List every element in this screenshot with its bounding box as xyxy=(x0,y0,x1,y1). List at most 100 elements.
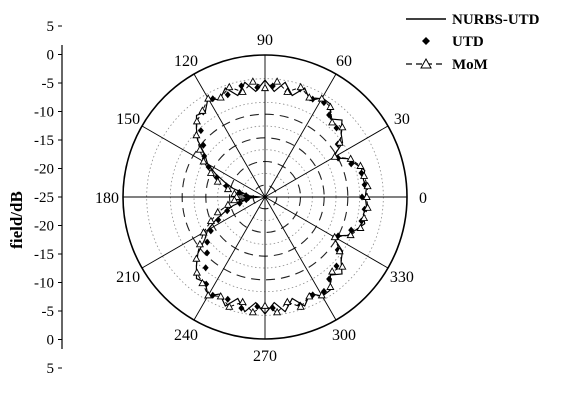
data-point-triangle xyxy=(248,77,257,85)
legend-swatch-mom-marker xyxy=(420,57,432,69)
data-point-diamond xyxy=(236,199,243,207)
data-point-triangle xyxy=(198,278,207,287)
angle-tick-label: 90 xyxy=(257,32,273,49)
data-point-triangle xyxy=(356,223,365,231)
radial-tick-label: 5 xyxy=(47,361,55,377)
data-point-diamond xyxy=(254,83,261,91)
data-point-triangle xyxy=(360,213,369,222)
radial-tick-label: -10 xyxy=(34,276,54,292)
radial-axis: 5 0 -5 -10 -15 -20 -25 -20 -15 -10 -5 0 5 xyxy=(34,19,63,377)
angle-tick-label: 210 xyxy=(116,269,140,286)
data-point-triangle xyxy=(195,239,204,248)
data-point-triangle xyxy=(192,268,201,276)
data-point-triangle xyxy=(363,203,372,211)
radial-tick-label: 5 xyxy=(47,19,55,35)
data-point-diamond xyxy=(204,249,211,257)
data-point-triangle xyxy=(305,93,314,101)
data-point-triangle xyxy=(206,216,216,225)
data-point-triangle xyxy=(296,302,305,310)
data-point-diamond xyxy=(326,111,333,119)
data-point-diamond xyxy=(243,196,250,204)
data-point-diamond xyxy=(333,262,340,270)
data-point-triangle xyxy=(260,301,270,309)
angle-tick-label: 150 xyxy=(116,111,140,128)
angle-spoke xyxy=(193,196,266,321)
data-point-diamond xyxy=(254,303,261,311)
data-point-triangle xyxy=(225,82,234,91)
data-point-triangle xyxy=(283,87,292,95)
radial-tick-label: -15 xyxy=(34,247,54,263)
data-point-triangle xyxy=(238,297,247,306)
legend-label-nurbs-utd: NURBS-UTD xyxy=(452,12,540,28)
data-point-diamond xyxy=(202,264,209,272)
angle-spoke xyxy=(264,73,337,198)
data-point-diamond xyxy=(215,216,222,224)
radial-tick-label: -5 xyxy=(42,304,55,320)
data-point-diamond xyxy=(197,127,204,135)
data-point-triangle xyxy=(260,83,270,92)
data-point-triangle xyxy=(330,152,339,160)
angle-tick-label: 120 xyxy=(174,53,198,70)
data-point-triangle xyxy=(213,177,222,185)
data-point-triangle xyxy=(338,122,347,131)
radial-tick-label: -10 xyxy=(34,105,54,121)
angle-spoke xyxy=(193,73,266,198)
legend: NURBS-UTD UTD MoM xyxy=(406,12,540,73)
data-point-diamond xyxy=(204,238,211,246)
radial-tick-label: -25 xyxy=(34,190,54,206)
data-point-triangle xyxy=(335,138,344,146)
angle-tick-label: 0 xyxy=(419,190,427,207)
data-point-diamond xyxy=(348,226,355,234)
data-point-triangle xyxy=(335,246,344,255)
radial-tick-label: 0 xyxy=(47,333,55,349)
data-point-triangle xyxy=(238,87,247,95)
data-point-diamond xyxy=(224,207,231,215)
angle-tick-label: 330 xyxy=(390,269,414,286)
data-point-triangle xyxy=(216,93,225,101)
data-point-triangle xyxy=(338,262,347,270)
data-point-triangle xyxy=(216,292,225,300)
legend-swatch-utd xyxy=(422,37,430,45)
series-mom xyxy=(192,77,372,316)
radial-tick-label: -15 xyxy=(34,133,54,149)
angle-labels: 0 30 60 90 120 150 180 210 240 270 300 330 xyxy=(95,32,427,365)
data-point-diamond xyxy=(238,304,245,312)
legend-label-utd: UTD xyxy=(452,34,484,50)
data-point-triangle xyxy=(223,184,233,193)
angle-tick-label: 270 xyxy=(253,348,277,365)
data-point-diamond xyxy=(200,141,207,149)
data-point-triangle xyxy=(305,292,314,300)
data-point-triangle xyxy=(225,302,234,310)
data-point-triangle xyxy=(356,161,365,169)
data-point-triangle xyxy=(317,290,326,299)
angle-tick-label: 240 xyxy=(174,327,198,344)
data-point-triangle xyxy=(363,181,372,190)
data-point-triangle xyxy=(199,228,208,236)
data-point-diamond xyxy=(207,227,214,235)
data-point-triangle xyxy=(192,116,201,125)
data-point-triangle xyxy=(213,207,222,216)
data-point-triangle xyxy=(317,94,326,102)
angle-tick-label: 180 xyxy=(95,190,119,207)
data-point-triangle xyxy=(360,171,369,179)
angle-tick-label: 30 xyxy=(394,111,410,128)
radial-tick-label: 0 xyxy=(47,48,55,64)
angle-tick-label: 300 xyxy=(332,327,356,344)
data-point-triangle xyxy=(346,230,355,239)
data-point-triangle xyxy=(346,154,355,162)
data-point-diamond xyxy=(238,82,245,90)
data-point-triangle xyxy=(230,195,239,204)
data-point-triangle xyxy=(328,117,337,126)
data-point-triangle xyxy=(362,192,371,200)
data-point-diamond xyxy=(224,295,231,303)
data-point-triangle xyxy=(283,297,292,306)
radial-tick-label: -5 xyxy=(42,76,55,92)
data-point-diamond xyxy=(333,124,340,132)
data-point-diamond xyxy=(269,304,276,312)
data-point-triangle xyxy=(326,102,335,110)
angle-spoke xyxy=(264,196,389,269)
legend-label-mom: MoM xyxy=(452,57,488,73)
data-point-triangle xyxy=(195,145,204,153)
data-point-triangle xyxy=(204,94,213,102)
